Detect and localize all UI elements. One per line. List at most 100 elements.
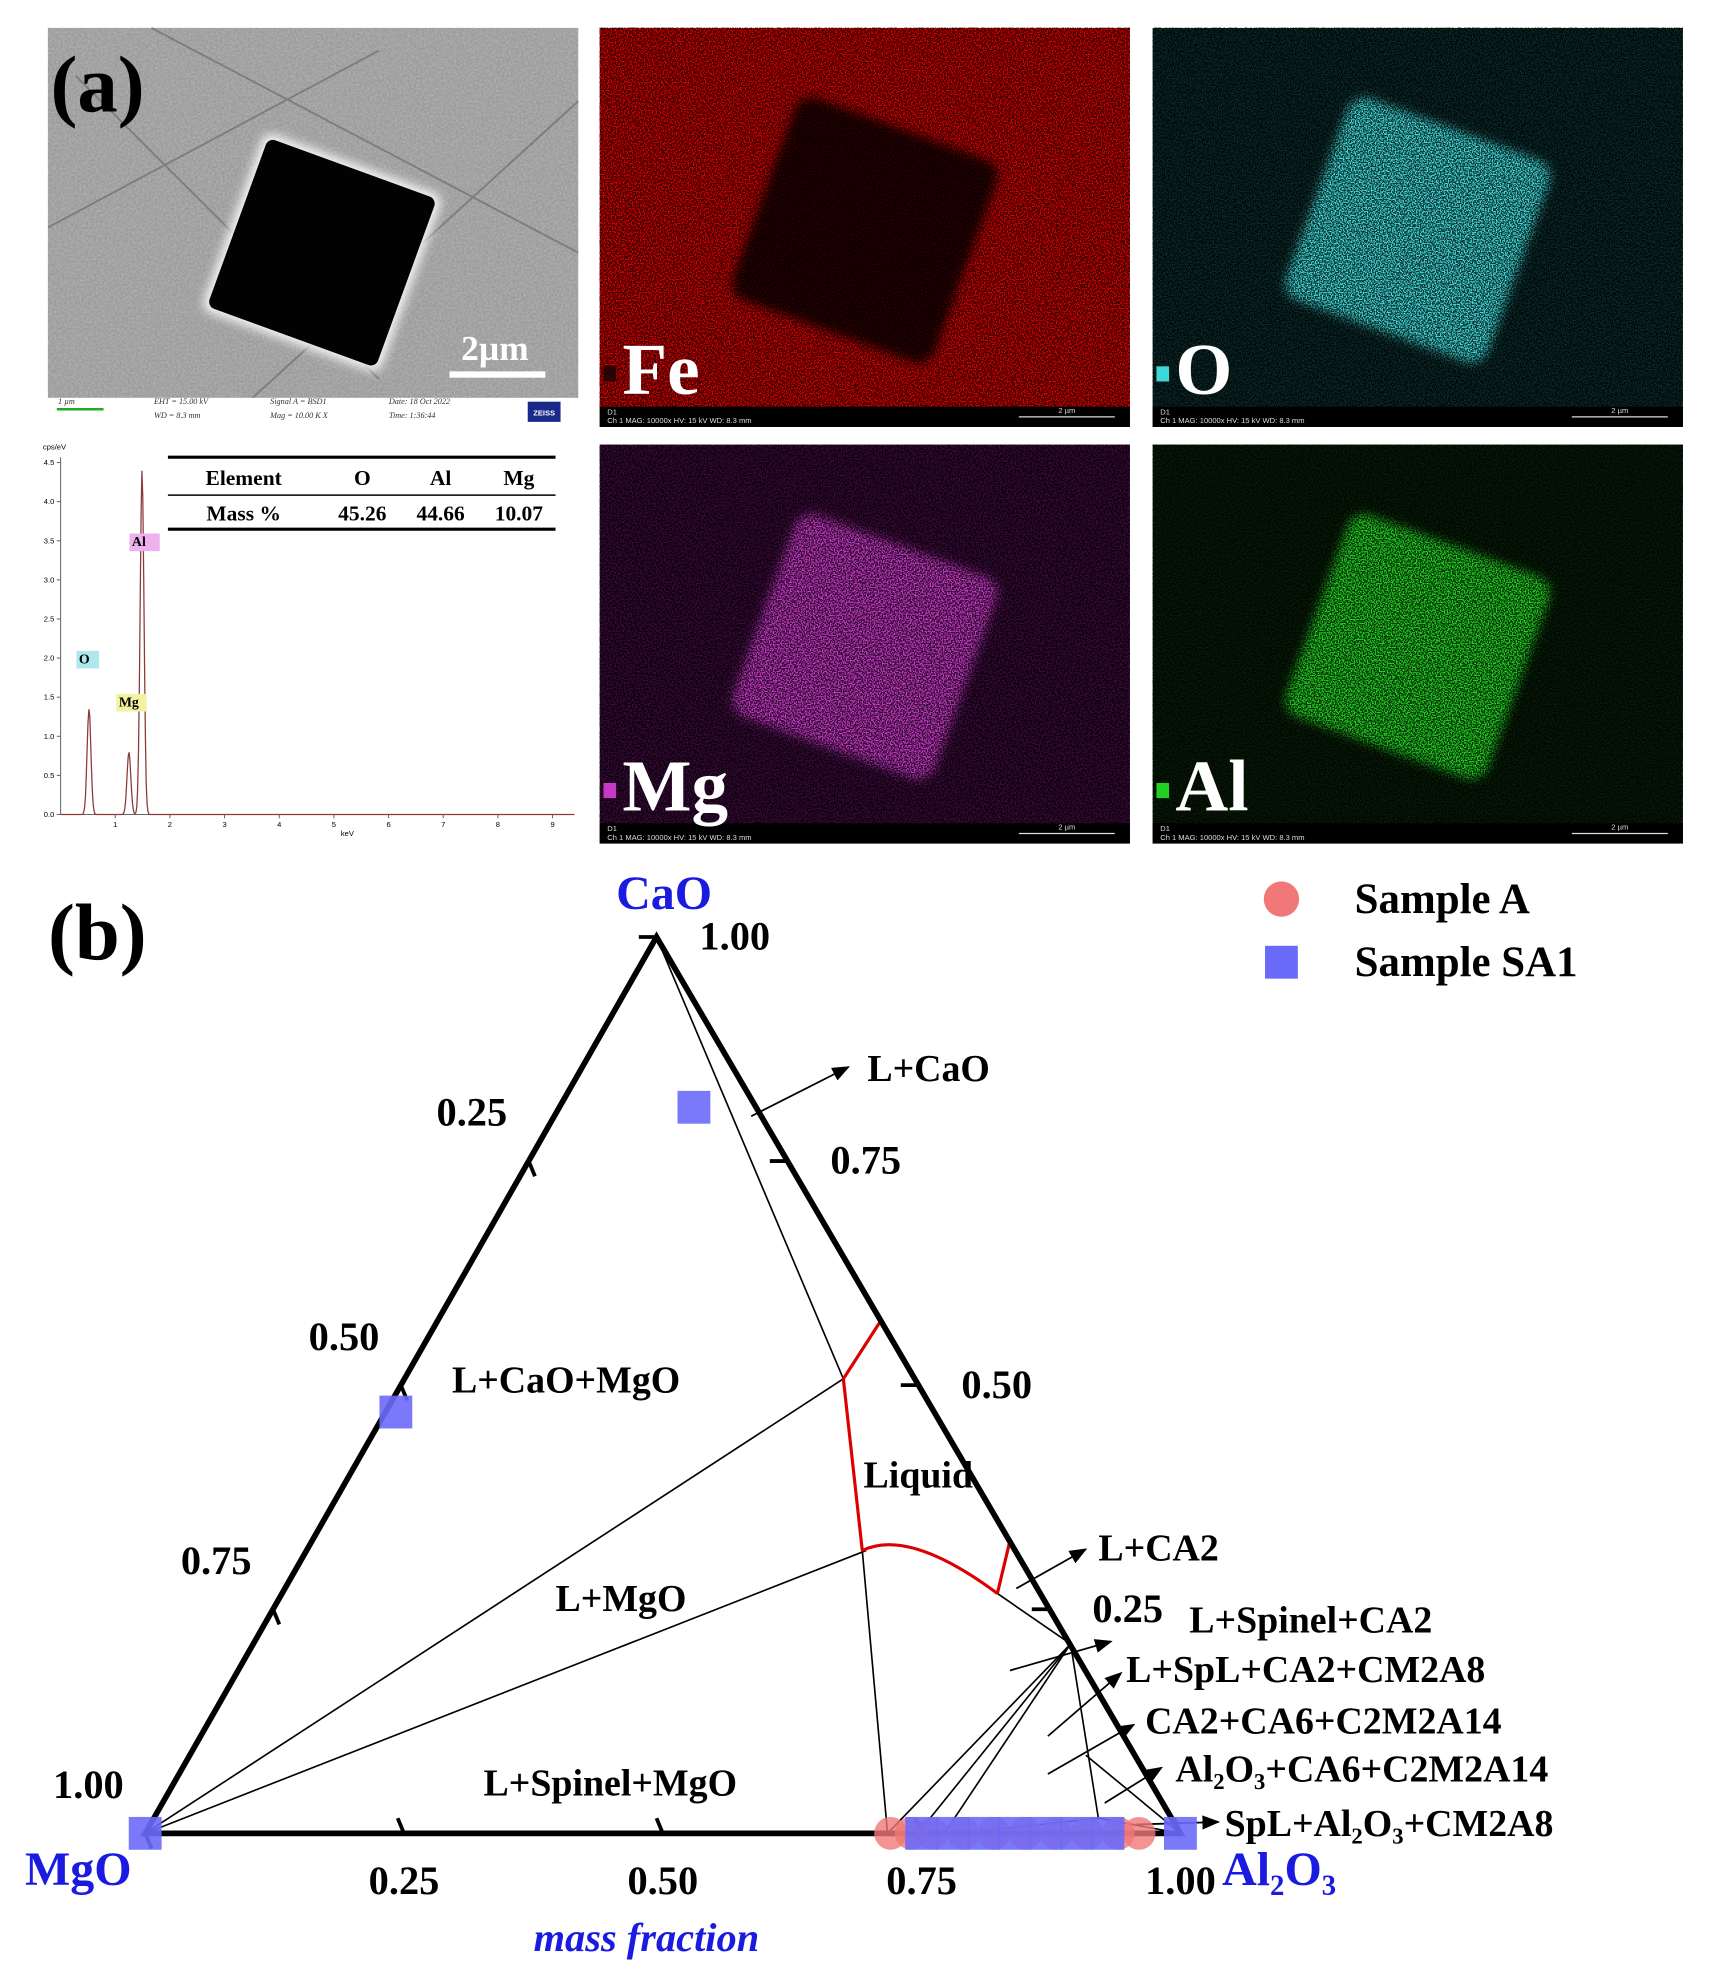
particle <box>209 139 435 366</box>
map-footer <box>1152 406 1683 427</box>
axis-tick <box>526 1160 537 1177</box>
table-cell: Mass % <box>206 501 281 525</box>
region-label: L+SpL+CA2+CM2A8 <box>1126 1649 1485 1691</box>
element-label: Mg <box>622 746 728 827</box>
y-tick-label: 3.0 <box>44 575 55 584</box>
map-footer <box>599 406 1130 427</box>
axis-tick-label: 1.00 <box>53 1762 124 1807</box>
data-point <box>128 1816 162 1850</box>
axis-tick <box>654 1817 665 1835</box>
element-maps: Fe D1 Ch 1 MAG: 10000x HV: 15 kV WD: 8.3 m… <box>599 27 1683 844</box>
panel-label: (b) <box>48 889 147 978</box>
x-tick-label: 6 <box>386 820 390 829</box>
x-tick-label: 5 <box>332 820 336 829</box>
region-label: CA2+CA6+C2M2A14 <box>1145 1701 1502 1743</box>
table-header: Element <box>206 466 283 490</box>
label-arrows <box>750 1066 1221 1830</box>
legend-marker <box>1263 881 1300 917</box>
region-label: Al₂O₃+CA6+C2M2A14 <box>1175 1749 1548 1791</box>
axis-tick-label: 1.00 <box>699 914 770 959</box>
region-label: L+Spinel+CA2 <box>1189 1600 1432 1642</box>
logo <box>527 401 561 422</box>
data-point <box>936 1816 970 1850</box>
legend: Sample A Sample SA1 <box>1263 876 1578 986</box>
peak-label: O <box>79 652 90 667</box>
map-detector: D1 <box>1160 407 1170 416</box>
panel-b: (b) L+CaO L+CaO+MgO Liquid L+MgO L+Spine… <box>25 867 1578 1960</box>
scale-bar-label: 2µm <box>461 328 528 368</box>
map-noise <box>1152 444 1683 824</box>
peak-label-box <box>76 650 100 669</box>
region-label: L+CaO+MgO <box>452 1360 680 1402</box>
map-info: Ch 1 MAG: 10000x HV: 15 kV WD: 8.3 mm <box>607 416 751 425</box>
y-tick-label: 1.5 <box>44 693 55 702</box>
scratches <box>47 27 579 399</box>
peak-label-box <box>129 533 160 552</box>
footer-text: WD = 8.3 mm <box>154 411 201 420</box>
element-swatch <box>1156 366 1170 382</box>
spectrum-line <box>60 470 575 816</box>
axis-tick-label: 0.25 <box>437 1090 508 1135</box>
table-cell: 45.26 <box>338 501 387 525</box>
region-label: Liquid <box>864 1454 973 1496</box>
legend-label: Sample SA1 <box>1355 939 1578 986</box>
data-point <box>379 1395 413 1429</box>
map-scale: 2 µm <box>1611 823 1628 832</box>
map-info: Ch 1 MAG: 10000x HV: 15 kV WD: 8.3 mm <box>1160 833 1304 842</box>
x-tick-label: 7 <box>441 820 445 829</box>
element-label: Al <box>1175 746 1248 827</box>
eds-spectrum: cps/eV keV Element O Al Mg Mass % 45.26 … <box>37 443 579 838</box>
map-scale: 2 µm <box>1611 406 1628 415</box>
data-point <box>967 1816 1001 1850</box>
footer-text: EHT = 15.00 kV <box>153 397 209 406</box>
table-cell: 10.07 <box>495 501 544 525</box>
axis-tick <box>271 1608 282 1626</box>
y-tick-label: 2.0 <box>44 654 55 663</box>
scale-bar <box>449 371 546 378</box>
y-tick-label: 3.5 <box>44 536 55 545</box>
map-footer <box>1152 823 1683 844</box>
table-header: Mg <box>503 466 534 490</box>
y-tick-label: 1.0 <box>44 732 55 741</box>
ternary-plot: 0.25 0.50 0.75 1.00 0.25 0.50 0.75 1.00 1.00 0.75… <box>53 914 1216 1903</box>
sem-footer <box>47 397 579 427</box>
map-noise <box>599 444 1130 824</box>
y-tick-label: 2.5 <box>44 614 55 623</box>
region-label: SpL+Al₂O₃+CM2A8 <box>1225 1803 1554 1845</box>
axis-tick-label: 1.00 <box>1145 1858 1216 1903</box>
region-label: L+CA2 <box>1098 1528 1218 1570</box>
data-point <box>1060 1816 1094 1850</box>
region-label: L+CaO <box>867 1048 990 1090</box>
y-axis-label: cps/eV <box>43 443 67 452</box>
vertex-label: MgO <box>25 1843 132 1896</box>
legend-marker <box>1265 945 1298 979</box>
vertex-label: CaO <box>616 867 712 920</box>
footer-text: 1 µm <box>58 397 75 406</box>
y-tick-label: 0.0 <box>44 810 55 819</box>
table-cell: 44.66 <box>416 501 465 525</box>
data-point <box>677 1090 711 1124</box>
axis-tick-label: 0.75 <box>830 1138 901 1183</box>
data-point <box>905 1816 939 1850</box>
axis-tick <box>395 1817 406 1835</box>
x-tick-label: 8 <box>496 820 500 829</box>
map-noise <box>599 27 1130 407</box>
axis-tick-label: 0.50 <box>309 1314 380 1359</box>
panel-label: (a) <box>50 40 144 129</box>
y-tick-label: 4.5 <box>44 458 55 467</box>
data-point <box>1164 1816 1197 1850</box>
x-tick-label: 1 <box>113 820 117 829</box>
map-scale: 2 µm <box>1058 823 1075 832</box>
peak-label-box <box>116 693 147 712</box>
y-tick-label: 4.0 <box>44 497 55 506</box>
data-point <box>998 1816 1032 1850</box>
map-detector: D1 <box>607 824 617 833</box>
region-label: L+MgO <box>555 1578 686 1620</box>
element-swatch <box>1156 782 1170 799</box>
region-label: L+Spinel+MgO <box>484 1762 738 1804</box>
element-label: Fe <box>622 329 699 410</box>
data-point <box>1029 1816 1063 1850</box>
element-label: O <box>1175 329 1232 410</box>
vertex-label: Al₂O₃ <box>1222 1843 1336 1896</box>
